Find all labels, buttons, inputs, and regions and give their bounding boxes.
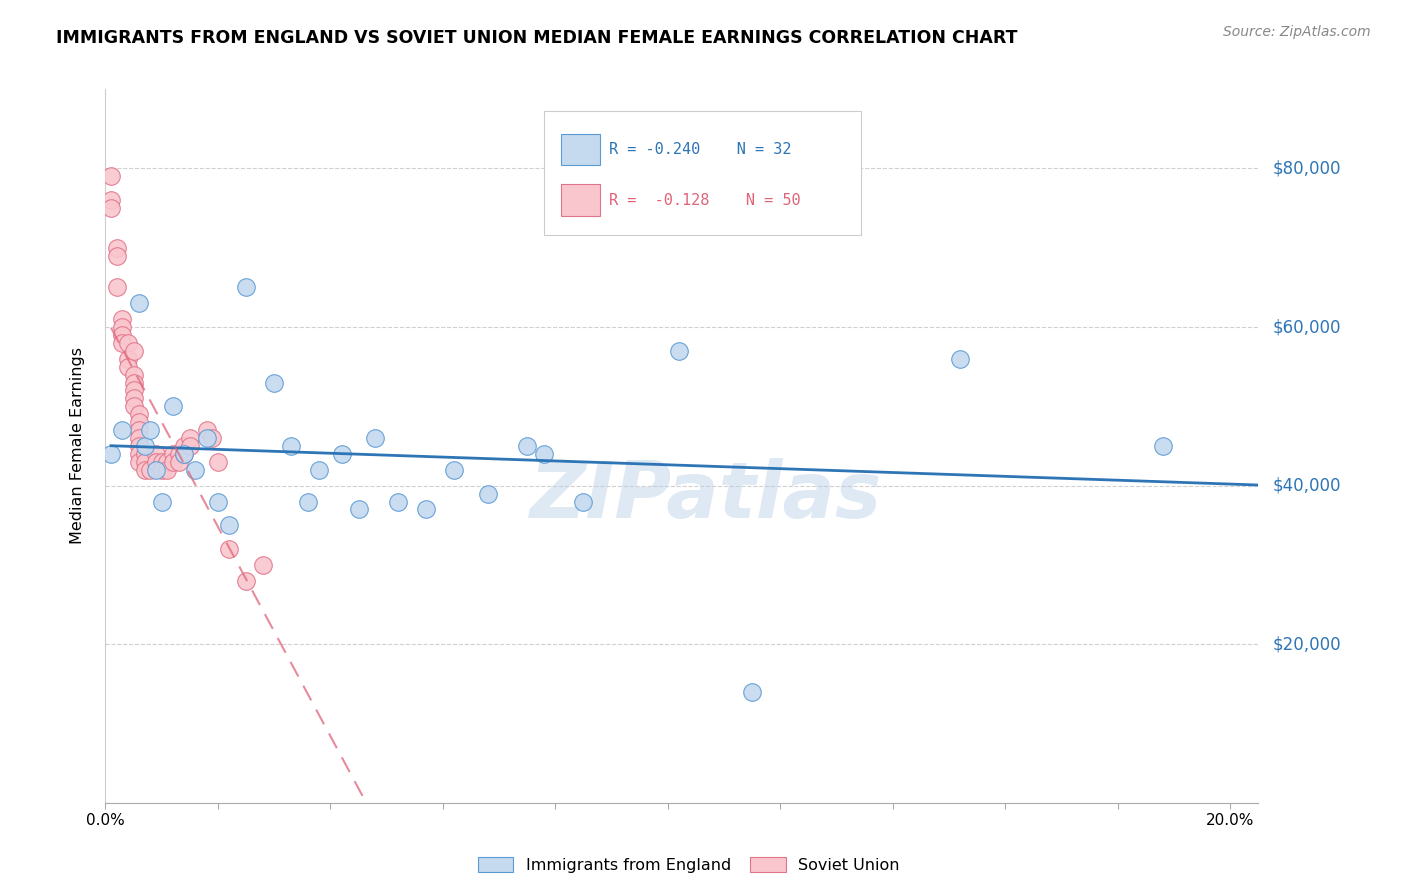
Point [156, 463, 179, 477]
Text: R =  -0.128    N = 50: R = -0.128 N = 50 [609, 193, 801, 208]
Point [128, 447, 150, 461]
Point [128, 439, 150, 453]
Point [173, 447, 195, 461]
Point [949, 351, 972, 366]
Text: $40,000: $40,000 [1272, 476, 1341, 495]
Point [235, 574, 257, 588]
Point [179, 431, 201, 445]
Point [297, 494, 319, 508]
Point [443, 463, 465, 477]
Point [128, 296, 150, 310]
Point [179, 439, 201, 453]
Point [150, 494, 173, 508]
Point [387, 494, 409, 508]
Point [235, 280, 257, 294]
Text: Source: ZipAtlas.com: Source: ZipAtlas.com [1223, 25, 1371, 39]
Point [134, 439, 156, 453]
Point [364, 431, 387, 445]
Point [263, 376, 285, 390]
Point [100, 193, 122, 207]
Text: ZIPatlas: ZIPatlas [529, 458, 882, 534]
Point [122, 400, 145, 414]
Point [415, 502, 437, 516]
Point [105, 249, 128, 263]
Point [533, 447, 555, 461]
Point [100, 201, 122, 215]
Point [308, 463, 330, 477]
Text: $80,000: $80,000 [1272, 160, 1341, 178]
Point [117, 335, 139, 350]
Point [173, 439, 195, 453]
Point [201, 431, 224, 445]
Point [122, 343, 145, 358]
Point [139, 423, 162, 437]
Point [184, 463, 207, 477]
Point [117, 351, 139, 366]
Point [145, 455, 167, 469]
Point [134, 463, 156, 477]
Point [347, 502, 370, 516]
Point [477, 486, 499, 500]
Point [128, 431, 150, 445]
Point [122, 384, 145, 398]
Point [195, 423, 218, 437]
Point [218, 518, 240, 533]
Point [111, 312, 134, 326]
Point [516, 439, 538, 453]
Point [100, 447, 122, 461]
Point [134, 447, 156, 461]
Point [150, 463, 173, 477]
Point [741, 685, 763, 699]
Point [111, 320, 134, 334]
Point [122, 392, 145, 406]
Point [150, 455, 173, 469]
Point [111, 423, 134, 437]
Point [100, 169, 122, 184]
Point [162, 400, 184, 414]
Point [1152, 439, 1174, 453]
Point [156, 455, 179, 469]
FancyBboxPatch shape [561, 134, 600, 165]
Point [162, 455, 184, 469]
Point [195, 431, 218, 445]
Point [122, 376, 145, 390]
Text: R = -0.240    N = 32: R = -0.240 N = 32 [609, 142, 792, 157]
Point [280, 439, 302, 453]
Point [145, 447, 167, 461]
Point [111, 328, 134, 343]
Point [145, 463, 167, 477]
Text: IMMIGRANTS FROM ENGLAND VS SOVIET UNION MEDIAN FEMALE EARNINGS CORRELATION CHART: IMMIGRANTS FROM ENGLAND VS SOVIET UNION … [56, 29, 1018, 46]
Point [122, 368, 145, 382]
Legend: Immigrants from England, Soviet Union: Immigrants from England, Soviet Union [471, 851, 907, 880]
Text: $60,000: $60,000 [1272, 318, 1341, 336]
FancyBboxPatch shape [561, 185, 600, 216]
Point [252, 558, 274, 572]
Point [173, 447, 195, 461]
Point [139, 463, 162, 477]
Point [111, 335, 134, 350]
Point [128, 455, 150, 469]
Point [128, 415, 150, 429]
Point [128, 423, 150, 437]
Point [105, 280, 128, 294]
Point [105, 241, 128, 255]
Point [207, 455, 229, 469]
Y-axis label: Median Female Earnings: Median Female Earnings [70, 348, 84, 544]
Point [128, 407, 150, 421]
Text: $20,000: $20,000 [1272, 635, 1341, 653]
Point [167, 455, 190, 469]
Point [167, 447, 190, 461]
Point [330, 447, 353, 461]
Point [207, 494, 229, 508]
Point [668, 343, 690, 358]
FancyBboxPatch shape [544, 111, 860, 235]
Point [162, 447, 184, 461]
Point [572, 494, 595, 508]
Point [134, 455, 156, 469]
Point [218, 542, 240, 557]
Point [117, 359, 139, 374]
